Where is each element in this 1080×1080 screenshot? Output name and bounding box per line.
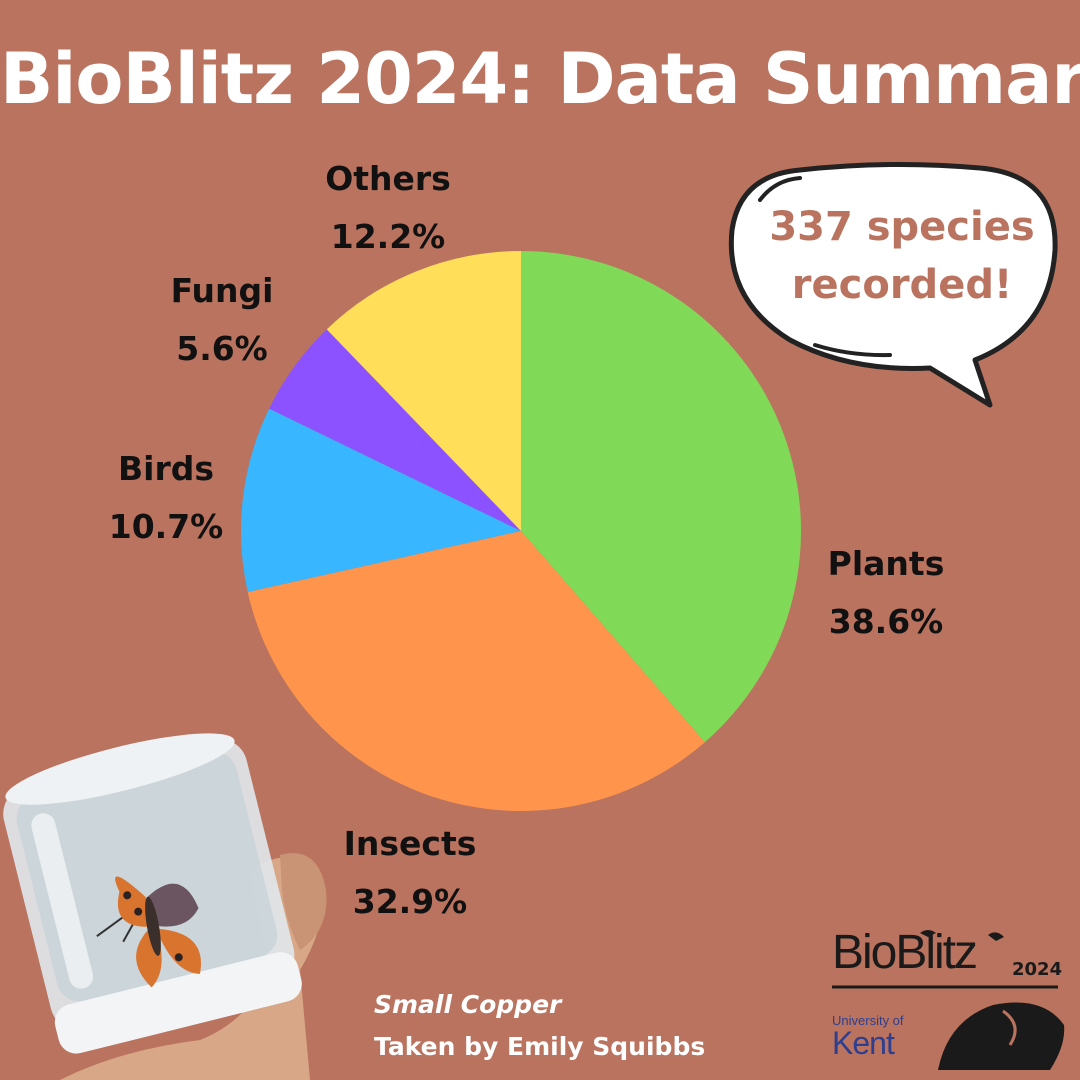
logo-graphics (832, 930, 1065, 1070)
slice-value-birds: 10.7% (108, 507, 224, 546)
slice-label-plants: Plants 38.6% (828, 535, 945, 651)
logo-university-line2: Kent (832, 1025, 895, 1061)
photo-species: Small Copper (374, 990, 562, 1019)
pie-slice-others (326, 251, 521, 531)
slice-value-others: 12.2% (330, 217, 446, 256)
slice-name-birds: Birds (117, 449, 214, 488)
photo-credit: Taken by Emily Squibbs (374, 1032, 706, 1061)
slice-label-fungi: Fungi 5.6% (171, 262, 274, 378)
butterfly-jar-photo (3, 733, 327, 1080)
page-title: BioBlitz 2024: Data Summary (0, 38, 1080, 120)
slice-name-insects: Insects (343, 824, 477, 863)
slice-name-fungi: Fungi (170, 271, 274, 310)
slice-name-plants: Plants (827, 544, 945, 583)
slice-name-others: Others (325, 159, 451, 198)
logo-year: 2024 (1012, 959, 1063, 980)
bioblitz-kent-logo: BioBlitz 2024 University of Kent (828, 925, 1068, 1075)
callout-line-1: 337 species (769, 204, 1035, 250)
slice-label-birds: Birds 10.7% (109, 440, 224, 556)
pie-slice-fungi (269, 329, 521, 531)
slice-label-others: Others 12.2% (325, 150, 451, 266)
logo-wordmark: BioBlitz (832, 926, 978, 979)
slice-label-insects: Insects 32.9% (344, 815, 477, 931)
slice-value-insects: 32.9% (352, 882, 468, 921)
slice-value-plants: 38.6% (828, 602, 944, 641)
slice-value-fungi: 5.6% (176, 329, 268, 368)
photo-caption: Small Copper Taken by Emily Squibbs (374, 984, 705, 1068)
logo-university-line1: University of (832, 1013, 904, 1028)
callout-line-2: recorded! (791, 262, 1013, 308)
pie-slice-insects (247, 531, 705, 811)
pie-slice-birds (241, 408, 521, 593)
species-count-callout: 337 species recorded! (752, 198, 1052, 314)
